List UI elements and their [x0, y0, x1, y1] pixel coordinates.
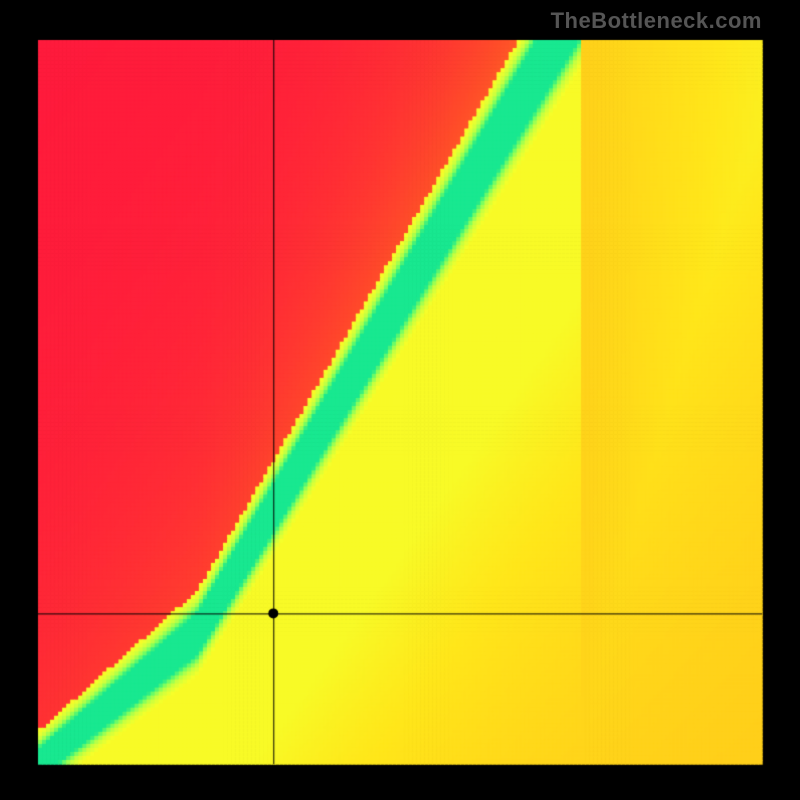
bottleneck-heatmap-canvas [0, 0, 800, 800]
watermark-text: TheBottleneck.com [551, 8, 762, 34]
chart-container: TheBottleneck.com [0, 0, 800, 800]
